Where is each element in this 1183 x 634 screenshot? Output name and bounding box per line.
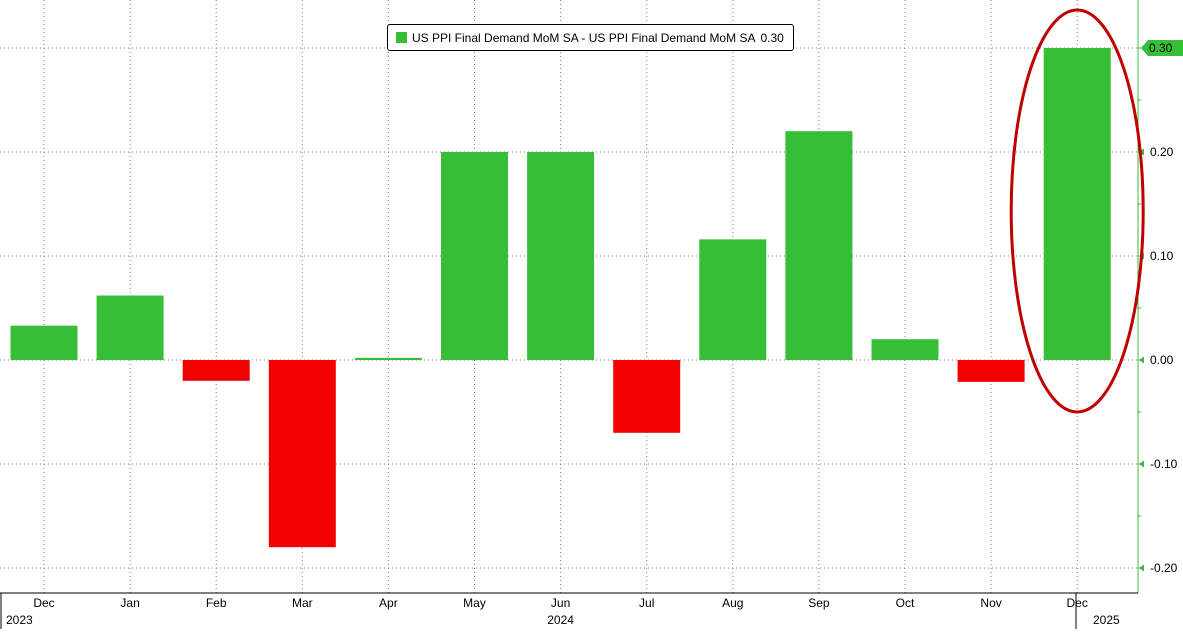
bar: [785, 131, 853, 360]
x-tick-label: Mar: [292, 596, 313, 610]
bar: [613, 360, 681, 433]
bar: [1043, 48, 1111, 360]
bar: [527, 152, 595, 360]
x-tick-label: Nov: [980, 596, 1001, 610]
y-tick-arrow: [1139, 460, 1144, 468]
y-tick-label: 0.30: [1149, 41, 1173, 55]
x-tick-label: Feb: [206, 596, 227, 610]
x-tick-label: Jun: [551, 596, 570, 610]
last-value-marker: [1141, 40, 1183, 56]
bar: [182, 360, 250, 381]
legend: US PPI Final Demand MoM SA - US PPI Fina…: [387, 24, 794, 51]
year-label: 2025: [1093, 613, 1120, 627]
bar: [699, 239, 767, 360]
annotations: [1009, 8, 1145, 414]
x-tick-label: Aug: [722, 596, 743, 610]
y-tick-arrow: [1139, 356, 1144, 364]
y-axis: 0.30 0.20 0.10 0.00 -0.10 -0.20: [1137, 0, 1183, 593]
highlight-ellipse: [1009, 8, 1145, 414]
legend-series-label: US PPI Final Demand MoM SA - US PPI Fina…: [412, 30, 756, 45]
y-tick-label: -0.10: [1150, 457, 1178, 471]
bar: [268, 360, 336, 548]
bar: [354, 357, 422, 360]
year-label: 2024: [547, 613, 574, 627]
y-tick-label: 0.20: [1150, 145, 1174, 159]
x-tick-label: Dec: [1067, 596, 1088, 610]
bar: [96, 295, 164, 360]
x-tick-label: Sep: [808, 596, 830, 610]
y-tick-label: 0.10: [1150, 249, 1174, 263]
bars: [10, 48, 1111, 548]
x-tick-label: Jul: [639, 596, 654, 610]
bar: [871, 339, 939, 360]
bar: [10, 325, 78, 360]
x-tick-label: Jan: [120, 596, 139, 610]
x-tick-label: Dec: [33, 596, 54, 610]
legend-last-value: 0.30: [760, 30, 784, 45]
y-tick-label: 0.00: [1150, 353, 1174, 367]
y-tick-label: -0.20: [1150, 561, 1178, 575]
x-tick-label: Oct: [896, 596, 915, 610]
year-label: 2023: [6, 613, 33, 627]
y-tick-arrow: [1139, 564, 1144, 572]
x-axis: Dec Jan Feb Mar Apr May Jun Jul Aug Sep Oct Nov Dec2…: [0, 592, 1138, 629]
bar: [441, 152, 508, 360]
legend-swatch: [396, 32, 407, 43]
x-tick-label: May: [463, 596, 486, 610]
bar: [957, 360, 1025, 382]
x-tick-label: Apr: [379, 596, 398, 610]
